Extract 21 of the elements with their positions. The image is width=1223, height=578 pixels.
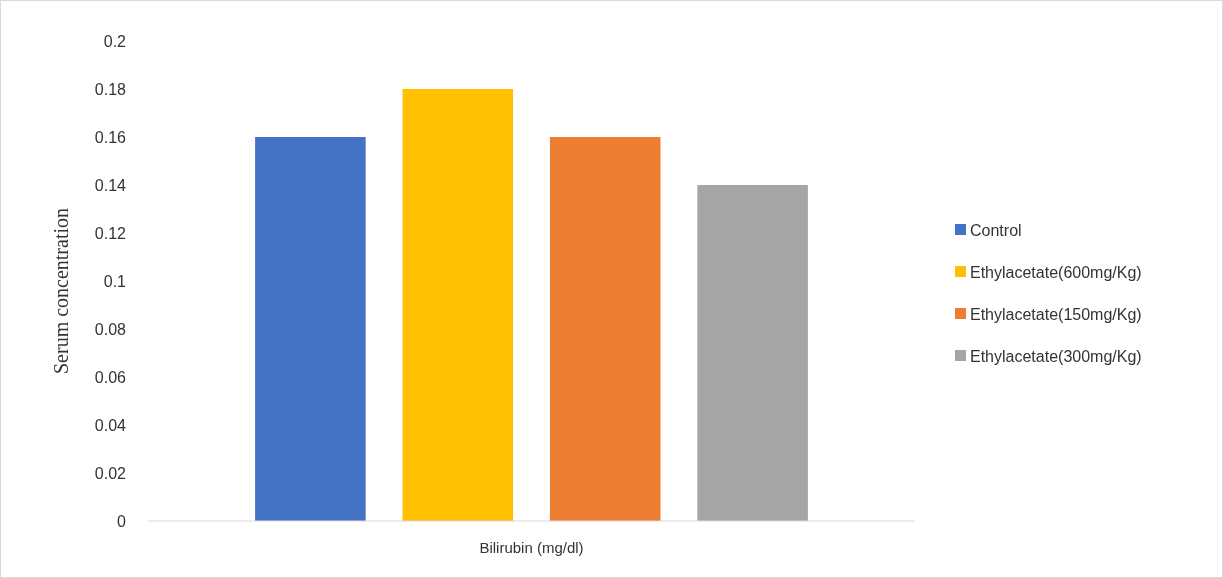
y-tick-label: 0.2: [103, 32, 127, 50]
bar: [697, 185, 808, 521]
y-tick-label: 0.12: [94, 224, 127, 242]
y-tick-label: 0.02: [94, 464, 127, 482]
y-tick-label: 0.16: [94, 128, 127, 146]
legend-label: Ethylacetate(300mg/Kg): [970, 347, 1142, 365]
y-tick-label: 0.06: [94, 368, 127, 386]
y-axis-title: Serum concentration: [50, 207, 72, 375]
bar: [549, 137, 661, 521]
y-tick-label: 0.04: [94, 416, 127, 434]
legend-label: Ethylacetate(600mg/Kg): [970, 263, 1142, 281]
legend-label: Ethylacetate(150mg/Kg): [970, 305, 1142, 323]
bar: [402, 89, 514, 521]
y-tick-label: 0.1: [103, 272, 127, 290]
y-tick-label: 0.14: [94, 176, 127, 194]
legend-label: Control: [970, 221, 1022, 239]
x-tick-label: Bilirubin (mg/dl): [479, 539, 584, 556]
y-tick-label: 0: [117, 512, 127, 530]
bar: [255, 137, 366, 521]
y-tick-label: 0.18: [94, 80, 127, 98]
y-tick-label: 0.08: [94, 320, 127, 338]
